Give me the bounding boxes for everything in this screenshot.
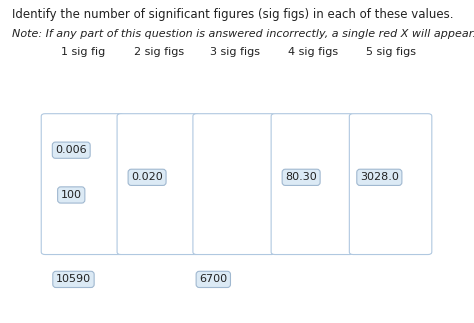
Text: Note: If any part of this question is answered incorrectly, a single red X will : Note: If any part of this question is an… [12,29,474,39]
Text: 100: 100 [61,190,82,200]
FancyBboxPatch shape [193,114,275,255]
Text: 5 sig figs: 5 sig figs [366,47,416,57]
Text: 10590: 10590 [56,275,91,284]
FancyBboxPatch shape [117,114,200,255]
FancyBboxPatch shape [41,114,124,255]
Text: 3028.0: 3028.0 [360,172,399,182]
Text: 0.006: 0.006 [55,145,87,155]
FancyBboxPatch shape [271,114,354,255]
Text: Identify the number of significant figures (sig figs) in each of these values.: Identify the number of significant figur… [12,8,453,21]
Text: 0.020: 0.020 [131,172,163,182]
Text: 1 sig fig: 1 sig fig [61,47,105,57]
FancyBboxPatch shape [349,114,432,255]
Text: 80.30: 80.30 [285,172,317,182]
Text: 2 sig figs: 2 sig figs [134,47,184,57]
Text: 6700: 6700 [199,275,228,284]
Text: 3 sig figs: 3 sig figs [210,47,260,57]
Text: 4 sig figs: 4 sig figs [288,47,338,57]
